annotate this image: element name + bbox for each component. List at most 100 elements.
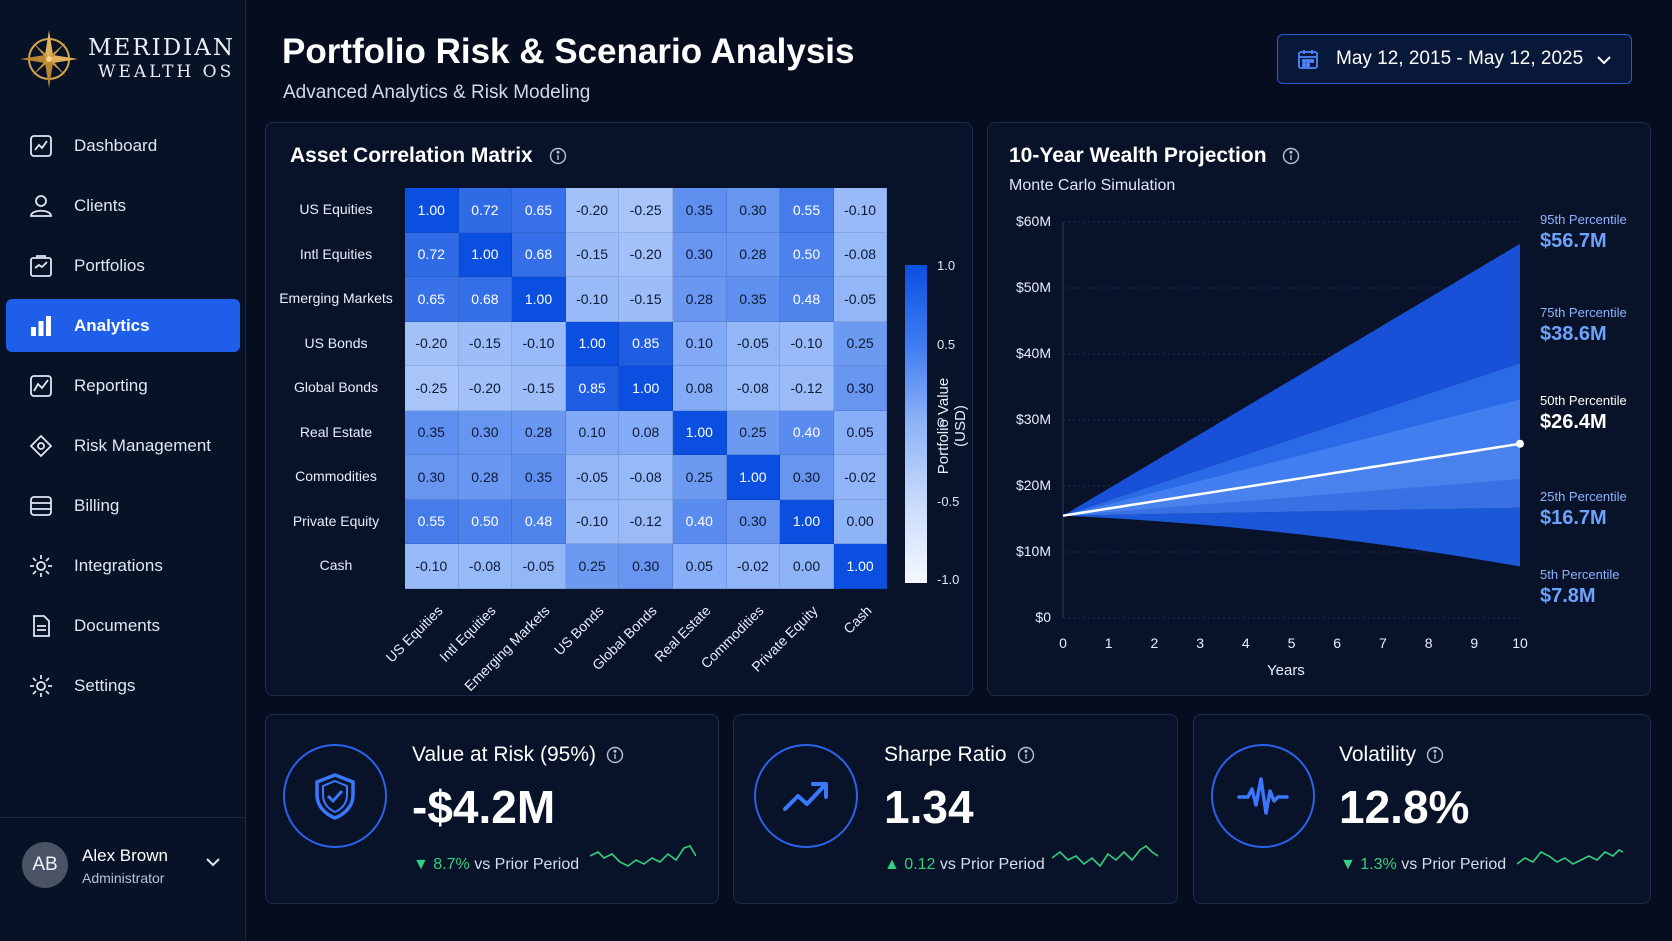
- matrix-cell[interactable]: 0.35: [512, 455, 566, 500]
- matrix-cell[interactable]: 0.30: [780, 455, 834, 500]
- matrix-cell[interactable]: 1.00: [673, 410, 727, 455]
- info-icon[interactable]: [1017, 746, 1035, 764]
- matrix-cell[interactable]: 0.30: [405, 455, 459, 500]
- matrix-cell[interactable]: -0.15: [512, 366, 566, 411]
- matrix-cell[interactable]: -0.02: [726, 544, 781, 589]
- matrix-cell[interactable]: 0.40: [780, 410, 834, 455]
- sidebar-item-clients[interactable]: Clients: [6, 179, 240, 232]
- matrix-cell[interactable]: 0.30: [833, 366, 888, 411]
- sidebar-item-documents[interactable]: Documents: [6, 599, 240, 652]
- sidebar-item-integrations[interactable]: Integrations: [6, 539, 240, 592]
- matrix-cell[interactable]: 0.10: [673, 321, 727, 366]
- matrix-cell[interactable]: -0.10: [833, 188, 888, 233]
- sidebar-item-billing[interactable]: Billing: [6, 479, 240, 532]
- matrix-cell[interactable]: 1.00: [833, 544, 888, 589]
- matrix-cell[interactable]: 0.55: [405, 499, 459, 544]
- user-menu[interactable]: AB Alex Brown Administrator: [0, 817, 246, 941]
- sidebar-item-reporting[interactable]: Reporting: [6, 359, 240, 412]
- matrix-cell[interactable]: -0.05: [833, 277, 888, 322]
- matrix-cell[interactable]: 0.30: [673, 232, 727, 277]
- matrix-cell[interactable]: 0.85: [619, 321, 673, 366]
- matrix-cell[interactable]: -0.20: [458, 366, 513, 411]
- matrix-cell[interactable]: 0.85: [565, 366, 620, 411]
- matrix-cell[interactable]: -0.05: [565, 455, 620, 500]
- matrix-cell[interactable]: 0.30: [726, 188, 781, 233]
- matrix-cell[interactable]: -0.25: [619, 188, 673, 233]
- matrix-cell[interactable]: 0.30: [458, 410, 513, 455]
- date-range-picker[interactable]: May 12, 2015 - May 12, 2025: [1277, 34, 1632, 84]
- info-icon[interactable]: [549, 147, 567, 165]
- brand-logo[interactable]: MERIDIAN WEALTH OS: [18, 28, 235, 90]
- matrix-cell[interactable]: 0.50: [780, 232, 834, 277]
- matrix-cell[interactable]: 0.35: [673, 188, 727, 233]
- matrix-cell[interactable]: -0.20: [565, 188, 620, 233]
- matrix-cell[interactable]: 0.35: [405, 410, 459, 455]
- matrix-cell[interactable]: 1.00: [565, 321, 620, 366]
- matrix-cell[interactable]: -0.25: [405, 366, 459, 411]
- matrix-cell[interactable]: 0.50: [458, 499, 513, 544]
- matrix-cell[interactable]: -0.15: [619, 277, 673, 322]
- info-icon[interactable]: [1282, 147, 1300, 165]
- matrix-cell[interactable]: -0.15: [565, 232, 620, 277]
- matrix-cell[interactable]: 0.25: [833, 321, 888, 366]
- matrix-cell[interactable]: -0.20: [619, 232, 673, 277]
- matrix-cell[interactable]: -0.12: [619, 499, 673, 544]
- matrix-cell[interactable]: 0.28: [512, 410, 566, 455]
- matrix-cell[interactable]: -0.08: [619, 455, 673, 500]
- matrix-cell[interactable]: -0.05: [726, 321, 781, 366]
- matrix-cell[interactable]: 0.55: [780, 188, 834, 233]
- matrix-cell[interactable]: 0.28: [673, 277, 727, 322]
- sidebar-item-analytics[interactable]: Analytics: [6, 299, 240, 352]
- matrix-cell[interactable]: -0.08: [458, 544, 513, 589]
- matrix-cell[interactable]: 1.00: [726, 455, 781, 500]
- sidebar-item-settings[interactable]: Settings: [6, 659, 240, 712]
- matrix-cell[interactable]: 0.28: [458, 455, 513, 500]
- matrix-cell[interactable]: 0.00: [833, 499, 888, 544]
- matrix-cell[interactable]: 0.65: [405, 277, 459, 322]
- median-end-point[interactable]: [1516, 439, 1524, 448]
- matrix-cell[interactable]: 0.25: [726, 410, 781, 455]
- chevron-down-icon[interactable]: [204, 853, 222, 871]
- matrix-cell[interactable]: 0.08: [619, 410, 673, 455]
- matrix-cell[interactable]: -0.08: [726, 366, 781, 411]
- matrix-cell[interactable]: 0.68: [458, 277, 513, 322]
- matrix-cell[interactable]: 0.48: [780, 277, 834, 322]
- matrix-cell[interactable]: 0.28: [726, 232, 781, 277]
- matrix-cell[interactable]: 1.00: [458, 232, 513, 277]
- matrix-cell[interactable]: 1.00: [405, 188, 459, 233]
- matrix-cell[interactable]: 0.35: [726, 277, 781, 322]
- matrix-cell[interactable]: 0.08: [673, 366, 727, 411]
- matrix-cell[interactable]: 1.00: [619, 366, 673, 411]
- matrix-cell[interactable]: -0.10: [780, 321, 834, 366]
- matrix-cell[interactable]: -0.10: [565, 277, 620, 322]
- matrix-cell[interactable]: 0.25: [673, 455, 727, 500]
- matrix-cell[interactable]: 0.05: [833, 410, 888, 455]
- matrix-cell[interactable]: -0.05: [512, 544, 566, 589]
- matrix-cell[interactable]: 0.00: [780, 544, 834, 589]
- matrix-cell[interactable]: 0.48: [512, 499, 566, 544]
- matrix-cell[interactable]: -0.12: [780, 366, 834, 411]
- info-icon[interactable]: [606, 746, 624, 764]
- matrix-cell[interactable]: 1.00: [512, 277, 566, 322]
- matrix-cell[interactable]: -0.15: [458, 321, 513, 366]
- sidebar-item-portfolios[interactable]: Portfolios: [6, 239, 240, 292]
- matrix-cell[interactable]: 0.25: [565, 544, 620, 589]
- matrix-cell[interactable]: 0.30: [619, 544, 673, 589]
- matrix-cell[interactable]: 1.00: [780, 499, 834, 544]
- sidebar-item-dashboard[interactable]: Dashboard: [6, 119, 240, 172]
- matrix-cell[interactable]: 0.68: [512, 232, 566, 277]
- matrix-cell[interactable]: 0.30: [726, 499, 781, 544]
- matrix-cell[interactable]: -0.08: [833, 232, 888, 277]
- matrix-cell[interactable]: 0.72: [458, 188, 513, 233]
- sidebar-item-risk-management[interactable]: Risk Management: [6, 419, 240, 472]
- matrix-cell[interactable]: -0.10: [405, 544, 459, 589]
- matrix-cell[interactable]: 0.10: [565, 410, 620, 455]
- matrix-cell[interactable]: 0.40: [673, 499, 727, 544]
- matrix-cell[interactable]: 0.72: [405, 232, 459, 277]
- matrix-cell[interactable]: 0.65: [512, 188, 566, 233]
- matrix-cell[interactable]: -0.10: [512, 321, 566, 366]
- matrix-cell[interactable]: 0.05: [673, 544, 727, 589]
- info-icon[interactable]: [1426, 746, 1444, 764]
- matrix-cell[interactable]: -0.10: [565, 499, 620, 544]
- matrix-cell[interactable]: -0.20: [405, 321, 459, 366]
